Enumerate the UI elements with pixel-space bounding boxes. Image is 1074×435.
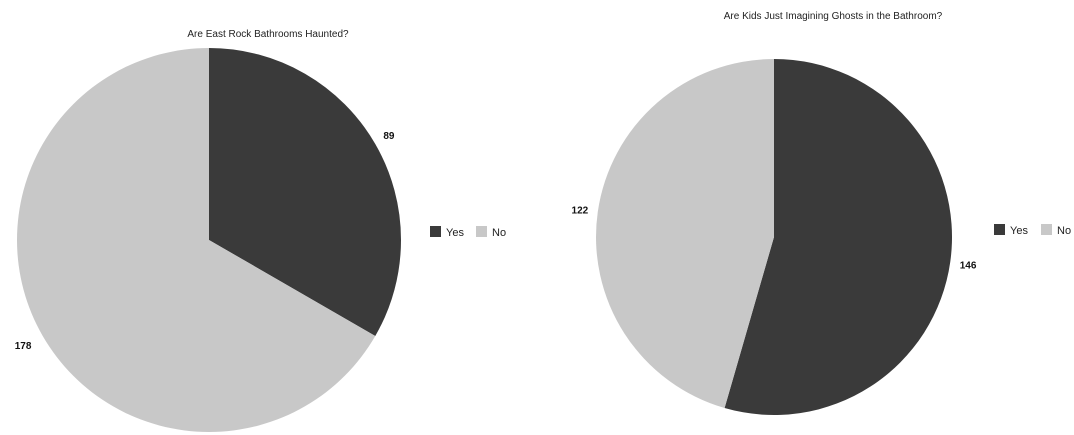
chart-1-legend-label-no: No — [492, 227, 506, 239]
chart-1-legend-label-yes: Yes — [446, 227, 464, 239]
chart-2-legend-swatch-yes — [994, 224, 1005, 235]
chart-1-slice-no — [17, 48, 376, 432]
chart-1-slice-labels: 89 178 — [15, 131, 395, 352]
chart-1-slice-label-yes: 89 — [383, 131, 395, 142]
chart-1-slices — [17, 48, 402, 432]
chart-1: Are East Rock Bathrooms Haunted? 89 178 Y… — [15, 29, 506, 432]
chart-1-slice-label-no: 178 — [15, 341, 32, 352]
chart-2-legend-swatch-no — [1041, 224, 1052, 235]
chart-2-slice-labels: 146 122 — [572, 206, 977, 272]
chart-2-legend-label-yes: Yes — [1010, 225, 1028, 237]
chart-2-slice-label-yes: 146 — [960, 261, 977, 272]
chart-2: Are Kids Just Imagining Ghosts in the Ba… — [572, 11, 1071, 415]
chart-1-slice-yes — [209, 48, 402, 336]
chart-1-legend-swatch-no — [476, 226, 487, 237]
chart-1-legend-swatch-yes — [430, 226, 441, 237]
chart-2-slice-no — [596, 59, 774, 408]
chart-2-legend-label-no: No — [1057, 225, 1071, 237]
chart-2-legend: Yes No — [994, 224, 1071, 237]
chart-1-title: Are East Rock Bathrooms Haunted? — [187, 29, 349, 40]
chart-2-slice-label-no: 122 — [572, 206, 589, 217]
chart-2-slice-yes — [724, 59, 953, 415]
chart-2-title: Are Kids Just Imagining Ghosts in the Ba… — [724, 11, 943, 22]
chart-2-slices — [596, 59, 953, 415]
chart-1-legend: Yes No — [430, 226, 506, 239]
